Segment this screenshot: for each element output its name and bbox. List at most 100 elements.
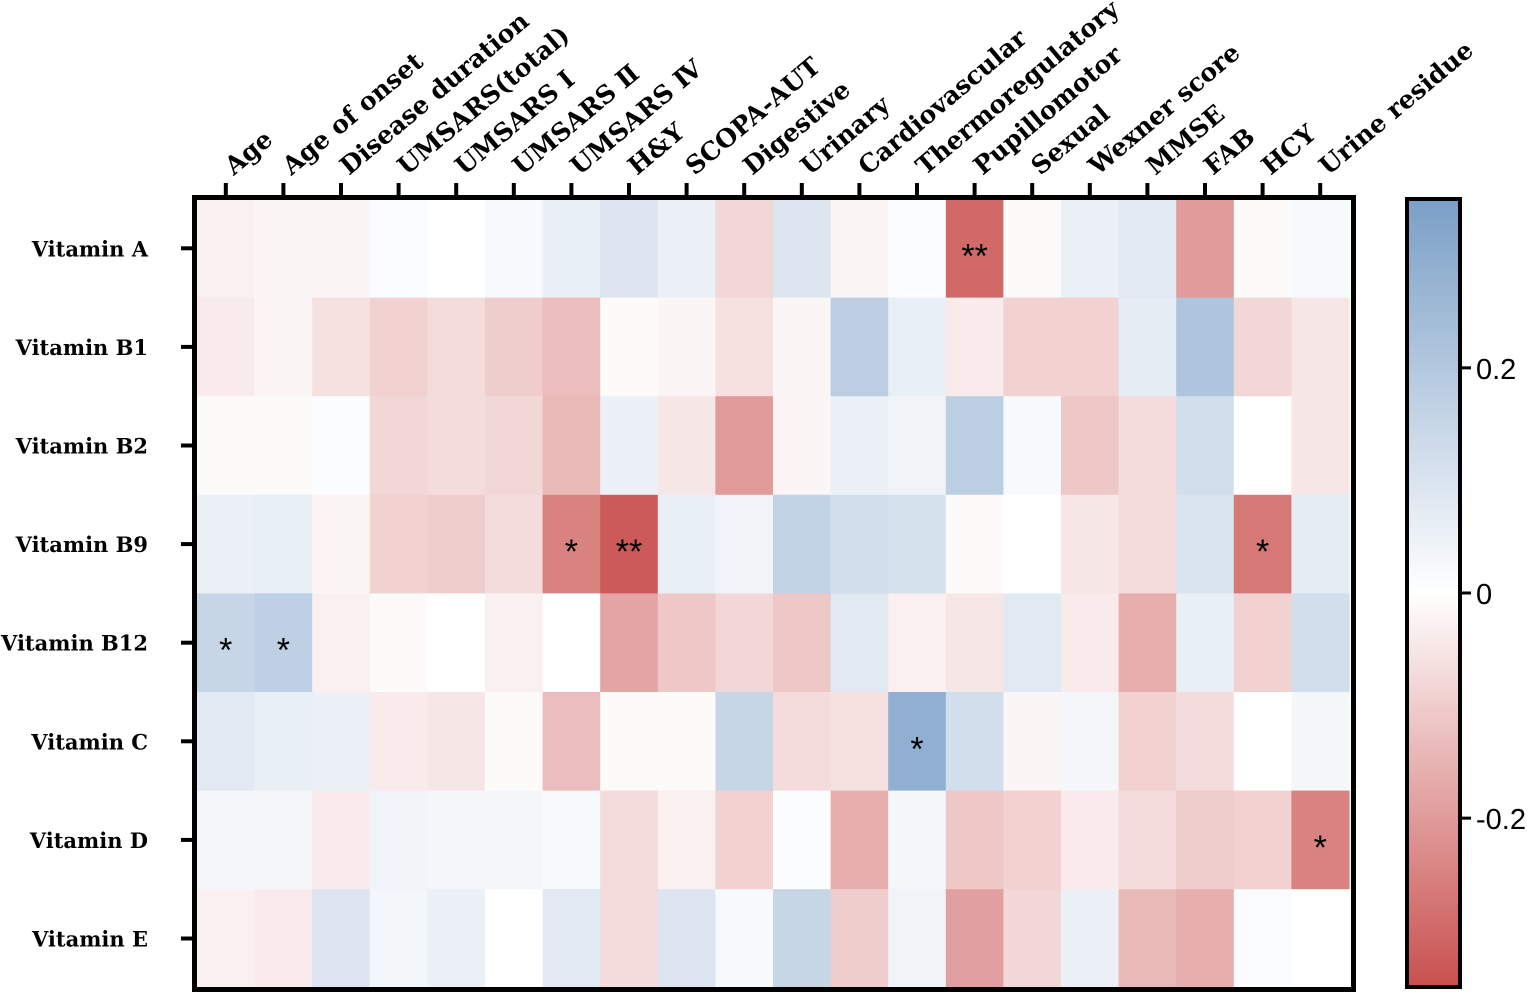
heatmap-cell-vitamin-e-urinary <box>773 889 832 989</box>
heatmap-cell-vitamin-c-age <box>197 692 256 792</box>
heatmap-cell-vitamin-b12-urinary <box>773 593 832 693</box>
heatmap-cell-vitamin-e-umsars-total <box>369 889 428 989</box>
heatmap-cell-vitamin-d-disease-duration <box>312 790 371 890</box>
heatmap-cell-vitamin-b9-disease-duration <box>312 494 371 594</box>
heatmap-cell-vitamin-c-urinary <box>773 692 832 792</box>
heatmap-cell-vitamin-b2-cardiovascular <box>830 396 889 496</box>
heatmap-cell-vitamin-b9-umsars <box>427 494 486 594</box>
column-label-age: Age <box>218 124 278 181</box>
heatmap-cell-vitamin-a-hcy <box>1233 199 1292 299</box>
heatmap-cell-vitamin-b1-scopa-aut <box>657 297 716 397</box>
heatmap-cell-vitamin-a-umsars <box>485 199 544 299</box>
heatmap-cell-vitamin-b1-umsars <box>542 297 601 397</box>
heatmap-cell-vitamin-a-age <box>197 199 256 299</box>
heatmap-cell-vitamin-b2-urinary <box>773 396 832 496</box>
heatmap-cell-vitamin-b12-digestive <box>715 593 774 693</box>
heatmap-cell-vitamin-b1-wexner-score <box>1061 297 1120 397</box>
heatmap-cell-vitamin-b9-pupillomotor <box>945 494 1004 594</box>
heatmap-cell-vitamin-b12-cardiovascular <box>830 593 889 693</box>
heatmap-cell-vitamin-b1-age-of-onset <box>254 297 313 397</box>
significance-marks: *** ** ** *** <box>219 237 1327 867</box>
heatmap-cell-vitamin-a-umsars <box>542 199 601 299</box>
row-label-vitamin-d: Vitamin D <box>29 828 148 853</box>
heatmap-cell-vitamin-b9-age <box>197 494 256 594</box>
row-ticks <box>181 246 193 941</box>
heatmap-cell-vitamin-b1-fab <box>1176 297 1235 397</box>
heatmap-cell-vitamin-b12-umsars <box>427 593 486 693</box>
heatmap-cell-vitamin-a-disease-duration <box>312 199 371 299</box>
heatmap-cell-vitamin-a-h-y <box>600 199 659 299</box>
row-label-vitamin-a: Vitamin A <box>31 236 149 261</box>
heatmap-cell-vitamin-e-sexual <box>1003 889 1062 989</box>
heatmap-cell-vitamin-c-hcy <box>1233 692 1292 792</box>
heatmap-cell-vitamin-d-h-y <box>600 790 659 890</box>
heatmap-cell-vitamin-d-umsars <box>427 790 486 890</box>
heatmap-cell-vitamin-e-age-of-onset <box>254 889 313 989</box>
heatmap-cell-vitamin-a-cardiovascular <box>830 199 889 299</box>
heatmap-cell-vitamin-e-hcy <box>1233 889 1292 989</box>
heatmap-cell-vitamin-b2-scopa-aut <box>657 396 716 496</box>
heatmap-cell-vitamin-b2-disease-duration <box>312 396 371 496</box>
heatmap-cell-vitamin-b1-umsars-total <box>369 297 428 397</box>
heatmap-cell-vitamin-e-pupillomotor <box>945 889 1004 989</box>
heatmap-cell-vitamin-b9-hcy <box>1233 494 1292 594</box>
heatmap-cell-vitamin-d-cardiovascular <box>830 790 889 890</box>
heatmap-cell-vitamin-b2-thermoregulatory <box>888 396 947 496</box>
heatmap-cell-vitamin-b2-umsars <box>485 396 544 496</box>
heatmap-cell-vitamin-b12-sexual <box>1003 593 1062 693</box>
heatmap-cell-vitamin-d-fab <box>1176 790 1235 890</box>
heatmap-cell-vitamin-b9-urine-residue <box>1291 494 1350 594</box>
heatmap-cell-vitamin-c-disease-duration <box>312 692 371 792</box>
heatmap-cell-vitamin-e-thermoregulatory <box>888 889 947 989</box>
heatmap-cell-vitamin-b12-thermoregulatory <box>888 593 947 693</box>
heatmap-cell-vitamin-e-umsars <box>485 889 544 989</box>
heatmap-cell-vitamin-c-umsars <box>542 692 601 792</box>
heatmap-cell-vitamin-b12-scopa-aut <box>657 593 716 693</box>
heatmap-cell-vitamin-b9-sexual <box>1003 494 1062 594</box>
heatmap-cell-vitamin-c-urine-residue <box>1291 692 1350 792</box>
heatmap-cell-vitamin-b9-umsars <box>485 494 544 594</box>
significance-mark: * <box>1314 829 1327 867</box>
heatmap-cell-vitamin-b2-digestive <box>715 396 774 496</box>
colorbar-tick-label: 0 <box>1476 579 1492 611</box>
heatmap-cell-vitamin-b2-wexner-score <box>1061 396 1120 496</box>
heatmap-cell-vitamin-b2-mmse <box>1118 396 1177 496</box>
heatmap-cell-vitamin-c-wexner-score <box>1061 692 1120 792</box>
significance-mark: ** <box>616 533 642 571</box>
heatmap-cell-vitamin-b12-h-y <box>600 593 659 693</box>
heatmap-cell-vitamin-a-fab <box>1176 199 1235 299</box>
heatmap-cell-vitamin-b9-age-of-onset <box>254 494 313 594</box>
heatmap-cell-vitamin-b9-cardiovascular <box>830 494 889 594</box>
row-label-vitamin-e: Vitamin E <box>31 927 148 952</box>
heatmap-cell-vitamin-b1-pupillomotor <box>945 297 1004 397</box>
heatmap-cell-vitamin-a-umsars-total <box>369 199 428 299</box>
row-label-vitamin-b9: Vitamin B9 <box>15 532 148 557</box>
column-ticks <box>223 183 1323 196</box>
heatmap-cell-vitamin-e-umsars <box>542 889 601 989</box>
heatmap-cell-vitamin-c-digestive <box>715 692 774 792</box>
column-label-urine-residue: Urine residue <box>1313 35 1478 180</box>
heatmap-cell-vitamin-d-thermoregulatory <box>888 790 947 890</box>
heatmap-cell-vitamin-d-sexual <box>1003 790 1062 890</box>
heatmap-cell-vitamin-e-urine-residue <box>1291 889 1350 989</box>
heatmap-cell-vitamin-e-disease-duration <box>312 889 371 989</box>
heatmap-cell-vitamin-b1-urine-residue <box>1291 297 1350 397</box>
heatmap-cell-vitamin-b9-scopa-aut <box>657 494 716 594</box>
heatmap-cell-vitamin-b12-mmse <box>1118 593 1177 693</box>
heatmap-cell-vitamin-d-mmse <box>1118 790 1177 890</box>
heatmap-cell-vitamin-e-scopa-aut <box>657 889 716 989</box>
heatmap-cell-vitamin-d-umsars <box>485 790 544 890</box>
heatmap-cell-vitamin-b2-fab <box>1176 396 1235 496</box>
heatmap-cell-vitamin-c-umsars-total <box>369 692 428 792</box>
colorbar-tick-label: -0.2 <box>1476 804 1526 836</box>
heatmap-cell-vitamin-e-umsars <box>427 889 486 989</box>
row-label-vitamin-b1: Vitamin B1 <box>15 335 148 360</box>
heatmap-cell-vitamin-b1-umsars <box>427 297 486 397</box>
heatmap-cell-vitamin-a-urinary <box>773 199 832 299</box>
heatmap-cell-vitamin-c-umsars <box>485 692 544 792</box>
heatmap-cell-vitamin-c-age-of-onset <box>254 692 313 792</box>
heatmap-cell-vitamin-b2-umsars <box>542 396 601 496</box>
heatmap-cell-vitamin-b1-umsars <box>485 297 544 397</box>
